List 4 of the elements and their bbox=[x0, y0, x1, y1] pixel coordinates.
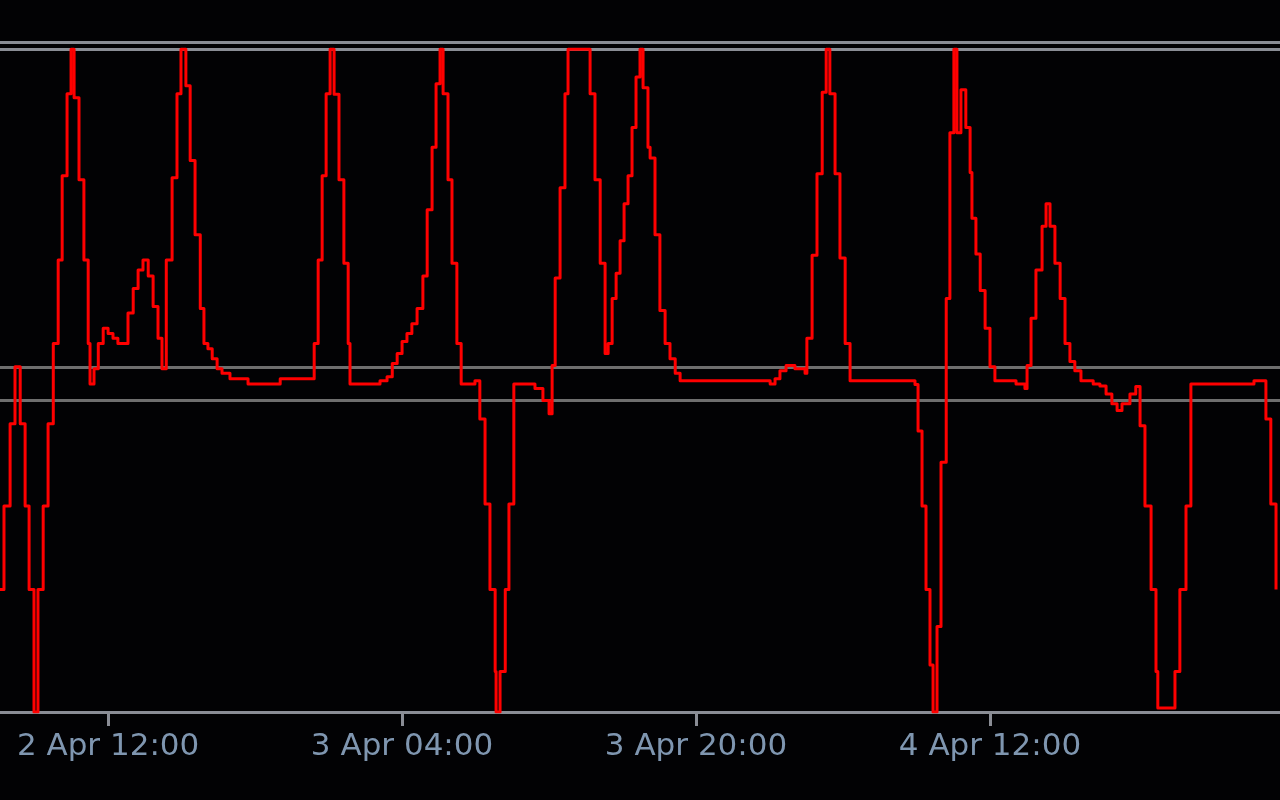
x-tick-label: 4 Apr 12:00 bbox=[898, 725, 1082, 762]
x-tick-label: 2 Apr 12:00 bbox=[16, 725, 200, 762]
x-tick-label: 3 Apr 04:00 bbox=[310, 725, 494, 762]
x-tick-label: 3 Apr 20:00 bbox=[604, 725, 788, 762]
